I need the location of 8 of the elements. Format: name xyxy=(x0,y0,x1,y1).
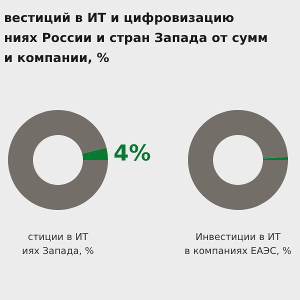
donut-slice xyxy=(82,148,108,160)
chart-title: вестиций в ИТ и цифровизацию ниях России и стран Запада от сумм и компании, % xyxy=(4,10,268,65)
donut-slice xyxy=(8,110,108,210)
donut-slice xyxy=(188,110,288,210)
text: стиции в ИТ иях Запада, % xyxy=(22,232,94,257)
donut-slice xyxy=(262,156,288,160)
text: Инвестиции в ИТ в компаниях ЕАЭС, % xyxy=(184,232,292,257)
data-label: 4% xyxy=(114,142,151,167)
